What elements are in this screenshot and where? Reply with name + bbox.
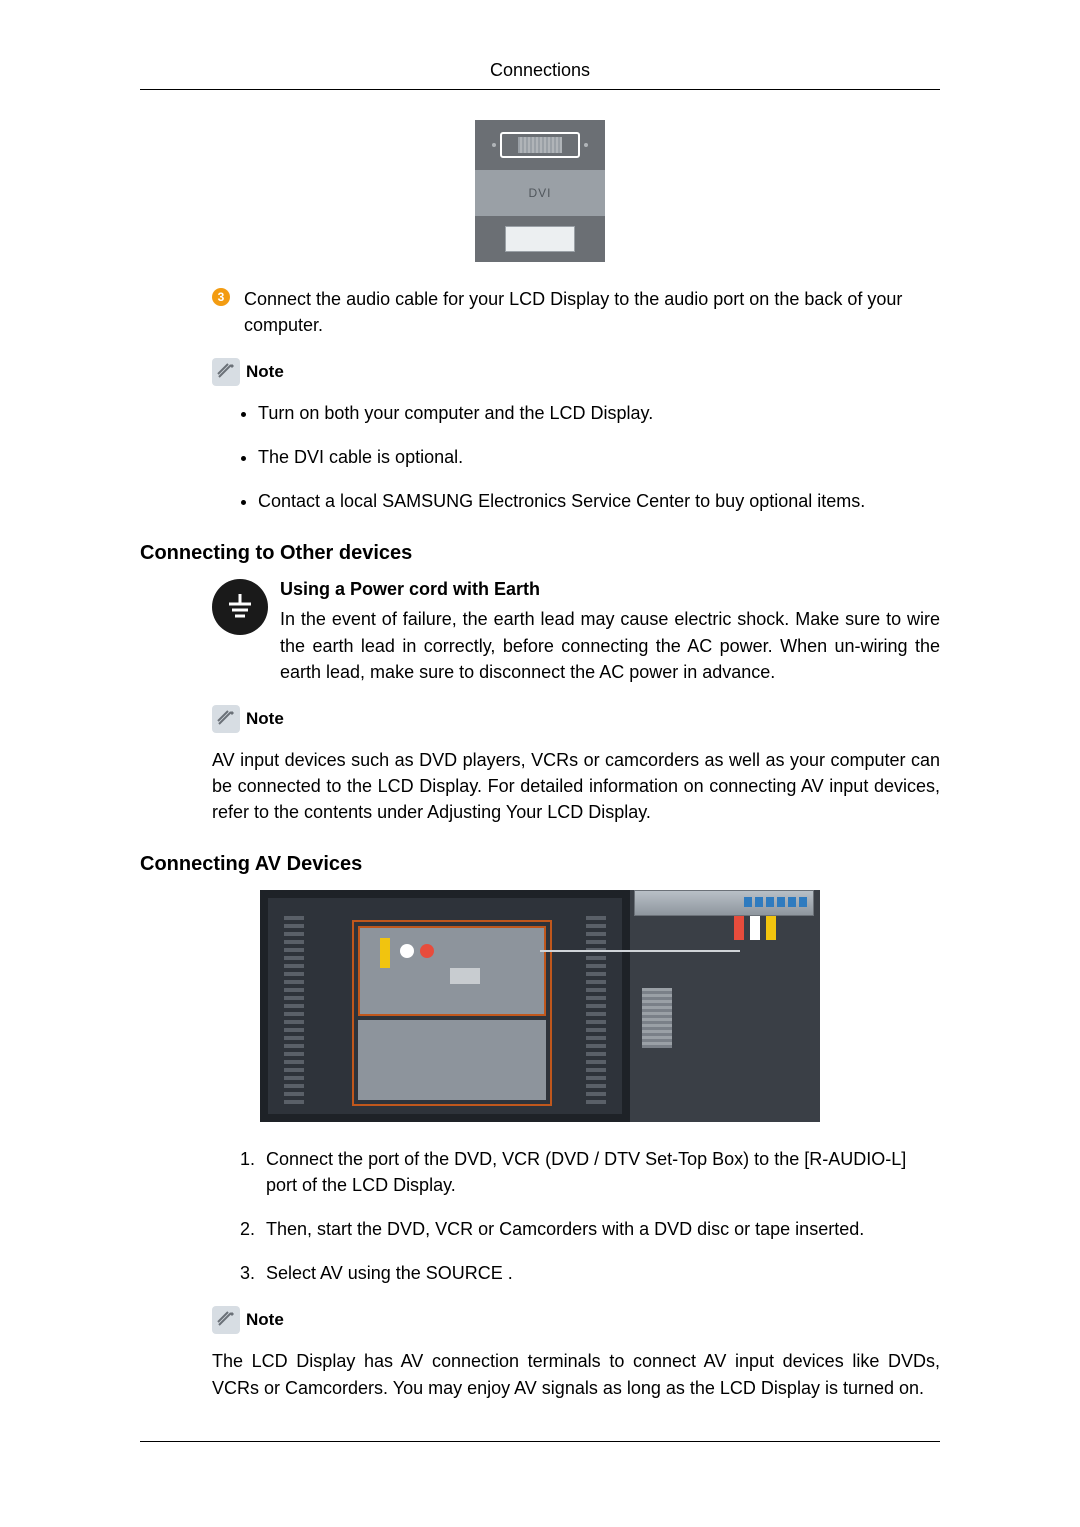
note1-item: The DVI cable is optional.: [258, 444, 940, 470]
rca-plug-red-icon: [734, 916, 744, 940]
earth-block: Using a Power cord with Earth In the eve…: [212, 579, 940, 684]
note-header-3: Note: [212, 1306, 940, 1334]
note-header-2: Note: [212, 705, 940, 733]
note-icon: [212, 705, 240, 733]
page-header-title: Connections: [140, 60, 940, 90]
av-steps-list: Connect the port of the DVD, VCR (DVD / …: [236, 1146, 940, 1286]
connection-wire-icon: [540, 950, 740, 952]
note1-item: Contact a local SAMSUNG Electronics Serv…: [258, 488, 940, 514]
av-panel-top: [358, 926, 546, 1016]
note-1-bullets: Turn on both your computer and the LCD D…: [258, 400, 940, 514]
rca-cable-cluster-icon: [734, 916, 776, 940]
heading-other-devices: Connecting to Other devices: [140, 542, 940, 565]
dvd-buttons-icon: [744, 897, 807, 907]
earth-text-block: Using a Power cord with Earth In the eve…: [280, 579, 940, 684]
earth-heading: Using a Power cord with Earth: [280, 579, 940, 600]
note-icon: [212, 358, 240, 386]
rca-yellow-icon: [380, 938, 390, 968]
rca-white-icon: [400, 944, 414, 958]
note-label-1: Note: [246, 362, 284, 382]
note-header-1: Note: [212, 358, 940, 386]
dvi-connector-icon: [500, 132, 580, 158]
step-text-3: Connect the audio cable for your LCD Dis…: [244, 286, 940, 338]
earth-body: In the event of failure, the earth lead …: [280, 606, 940, 684]
av-step: Connect the port of the DVD, VCR (DVD / …: [260, 1146, 940, 1198]
rca-plug-white-icon: [750, 916, 760, 940]
dvi-label: DVI: [475, 170, 605, 216]
dvd-player-icon: [634, 890, 814, 916]
document-page: Connections DVI 3 Connect the audio cabl…: [0, 0, 1080, 1502]
earth-ground-icon: [212, 579, 268, 635]
note3-paragraph: The LCD Display has AV connection termin…: [212, 1348, 940, 1400]
dvi-slot-icon: [505, 226, 575, 252]
dvi-pins-icon: [518, 137, 562, 153]
av-panel-highlight: [352, 920, 552, 1106]
port-slot-icon: [450, 968, 480, 984]
av-panel-bottom: [358, 1020, 546, 1100]
heading-av-devices: Connecting AV Devices: [140, 853, 940, 876]
tv-rear-panel: [260, 890, 630, 1122]
av-step: Then, start the DVD, VCR or Camcorders w…: [260, 1216, 940, 1242]
side-vent-icon: [642, 988, 672, 1048]
footer-rule: [140, 1441, 940, 1442]
vent-stripe-icon: [586, 914, 606, 1104]
dvi-port-figure: DVI: [475, 120, 605, 262]
note2-paragraph: AV input devices such as DVD players, VC…: [212, 747, 940, 825]
av-connection-figure: [260, 890, 820, 1122]
rca-plug-yellow-icon: [766, 916, 776, 940]
note-icon: [212, 1306, 240, 1334]
av-step: Select AV using the SOURCE .: [260, 1260, 940, 1286]
rca-red-icon: [420, 944, 434, 958]
step-row-3: 3 Connect the audio cable for your LCD D…: [212, 286, 940, 338]
note1-item: Turn on both your computer and the LCD D…: [258, 400, 940, 426]
vent-stripe-icon: [284, 914, 304, 1104]
note-label-2: Note: [246, 709, 284, 729]
dvi-connector-row: [475, 120, 605, 170]
note-label-3: Note: [246, 1310, 284, 1330]
step-badge-3: 3: [212, 288, 230, 306]
dvi-slot-row: [475, 216, 605, 262]
